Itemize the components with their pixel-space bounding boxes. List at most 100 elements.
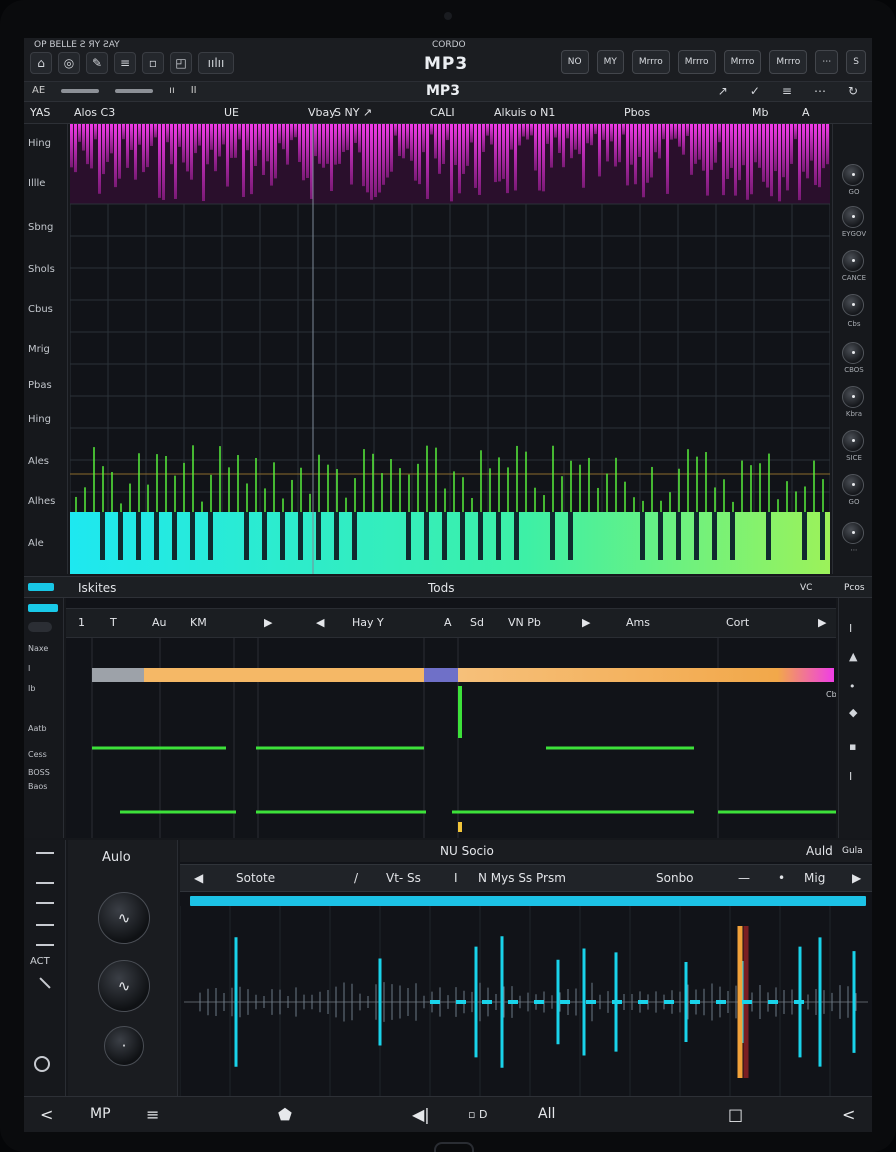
tab-item[interactable]: I (454, 871, 458, 885)
track-label[interactable]: Hing (28, 414, 51, 425)
slider-handle[interactable] (36, 944, 54, 946)
knob[interactable] (842, 386, 864, 408)
track-col-5[interactable]: S NY ↗ (334, 106, 373, 119)
mid-left-label[interactable]: Cess (28, 750, 47, 759)
tab-item[interactable]: N Mys Ss Prsm (478, 871, 566, 885)
slider-handle[interactable] (36, 852, 54, 854)
knob[interactable] (842, 250, 864, 272)
track-col-2[interactable]: Alos C3 (74, 106, 116, 119)
dot-icon[interactable]: • (849, 680, 856, 693)
mid-left-label[interactable]: Naxe (28, 644, 49, 653)
refresh-icon[interactable]: ↻ (847, 84, 858, 98)
pan-knob[interactable]: · (104, 1026, 144, 1066)
knob[interactable] (842, 206, 864, 228)
edit-icon[interactable]: ✎ (86, 52, 108, 74)
strip-item-bars[interactable]: ıı (169, 85, 175, 96)
tab-item[interactable]: Mig (804, 871, 826, 885)
pencil-icon[interactable]: / (354, 871, 359, 885)
slider-handle[interactable] (36, 882, 54, 884)
knob[interactable] (842, 474, 864, 496)
timeline-bar[interactable] (190, 896, 866, 906)
window-icon[interactable]: ◰ (170, 52, 192, 74)
bottom-waveform-panel[interactable]: NU Socio Auld Gula ◀ Sotote / Vt- Ss I N… (180, 840, 872, 1096)
bottom-right-a[interactable]: Auld (806, 844, 833, 858)
menu-icon[interactable]: ≡ (114, 52, 136, 74)
play-icon[interactable]: ▶ (264, 616, 273, 629)
toolbar-pill-2[interactable]: MY (596, 50, 624, 74)
menu-icon[interactable]: ≡ (146, 1105, 160, 1124)
mid-left-label[interactable]: Ib (28, 684, 36, 693)
home-icon[interactable]: ⌂ (30, 52, 52, 74)
nav-mp[interactable]: MP (90, 1106, 111, 1122)
track-label[interactable]: Illle (28, 178, 46, 189)
track-col-3[interactable]: UE (224, 106, 240, 119)
seq-item[interactable]: VN Pb (508, 616, 541, 629)
strip-item-ae[interactable]: AE (32, 85, 46, 96)
track-label[interactable]: Mrig (28, 344, 50, 355)
right-control[interactable]: Ι (849, 770, 853, 783)
track-col-9[interactable]: Mb (752, 106, 769, 119)
knob[interactable] (842, 522, 864, 544)
track-col-6[interactable]: CALI (430, 106, 455, 119)
cyan-slider[interactable] (28, 604, 58, 612)
triangle-icon[interactable]: ▲ (849, 650, 858, 663)
track-label[interactable]: Alhes (28, 496, 56, 507)
track-label[interactable]: Shols (28, 264, 55, 275)
tab-item[interactable]: Sonbo (656, 871, 694, 885)
meter-icon[interactable]: ıılıı (198, 52, 234, 74)
rewind-icon[interactable]: ◀ (316, 616, 325, 629)
check-icon[interactable]: ✓ (749, 84, 760, 98)
square-icon[interactable]: ▪ (849, 740, 857, 753)
toggle-switch[interactable] (28, 622, 52, 632)
track-col-7[interactable]: Alkuis o N1 (494, 106, 556, 119)
slash-icon[interactable] (39, 977, 51, 989)
toolbar-pill-5[interactable]: Mrrro (723, 50, 762, 74)
slider-handle[interactable] (36, 924, 54, 926)
minus-icon[interactable]: — (738, 871, 750, 885)
track-label[interactable]: Hing (28, 138, 51, 149)
seq-item[interactable]: Au (152, 616, 167, 629)
toolbar-pill-3[interactable]: Mrrro (631, 50, 670, 74)
track-label[interactable]: Pbas (28, 380, 52, 391)
wave-knob[interactable]: ∿ (98, 892, 150, 944)
right-control[interactable]: Ι (849, 622, 853, 635)
back-icon[interactable]: < (40, 1105, 54, 1124)
diamond-icon[interactable]: ◆ (849, 706, 858, 719)
mid-left-label[interactable]: BOSS (28, 768, 50, 777)
tools-left-label[interactable]: Iskites (78, 581, 117, 595)
tools-right-b[interactable]: Pcos (844, 583, 865, 593)
dot-icon[interactable]: • (778, 871, 786, 885)
back-icon[interactable]: < (842, 1105, 856, 1124)
slider-handle[interactable] (36, 902, 54, 904)
square-icon[interactable]: □ (728, 1105, 744, 1124)
mid-left-label[interactable]: Baos (28, 782, 48, 791)
track-label[interactable]: Cbus (28, 304, 53, 315)
record-icon[interactable]: ◎ (58, 52, 80, 74)
track-label[interactable]: Sbng (28, 222, 54, 233)
bottom-right-b[interactable]: Gula (842, 846, 863, 856)
prev-icon[interactable]: ◀ (194, 871, 204, 885)
track-col-4[interactable]: Vbay (308, 106, 336, 119)
home-icon[interactable]: ⬟ (278, 1105, 292, 1124)
nav-small-icons[interactable]: ▫ D (468, 1108, 488, 1121)
strip-item-pause[interactable]: II (190, 85, 197, 96)
knob[interactable] (842, 164, 864, 186)
toolbar-pill-4[interactable]: Mrrro (677, 50, 716, 74)
seq-item[interactable]: A (444, 616, 452, 629)
sequencer-main[interactable]: 1 T Au KM ▶ ◀ Hay Y A Sd VN Pb ▶ Ams Cor… (66, 598, 836, 838)
track-label[interactable]: Ale (28, 538, 44, 549)
arrow-icon[interactable]: ↗ (717, 84, 728, 98)
knob[interactable] (842, 342, 864, 364)
tools-right-a[interactable]: VC (800, 583, 813, 593)
settings-button[interactable]: S (846, 50, 866, 74)
track-col-10[interactable]: A (802, 106, 810, 119)
seq-item[interactable]: Ams (626, 616, 650, 629)
more-icon[interactable]: ⋯ (813, 84, 826, 98)
track-label[interactable]: Ales (28, 456, 49, 467)
tab-item[interactable]: Sotote (236, 871, 276, 885)
toolbar-pill-6[interactable]: Mrrro (769, 50, 808, 74)
track-col-8[interactable]: Pbos (624, 106, 651, 119)
seq-item[interactable]: Hay Y (352, 616, 384, 629)
circle-icon[interactable] (34, 1056, 50, 1072)
mid-left-label[interactable]: Aatb (28, 724, 47, 733)
